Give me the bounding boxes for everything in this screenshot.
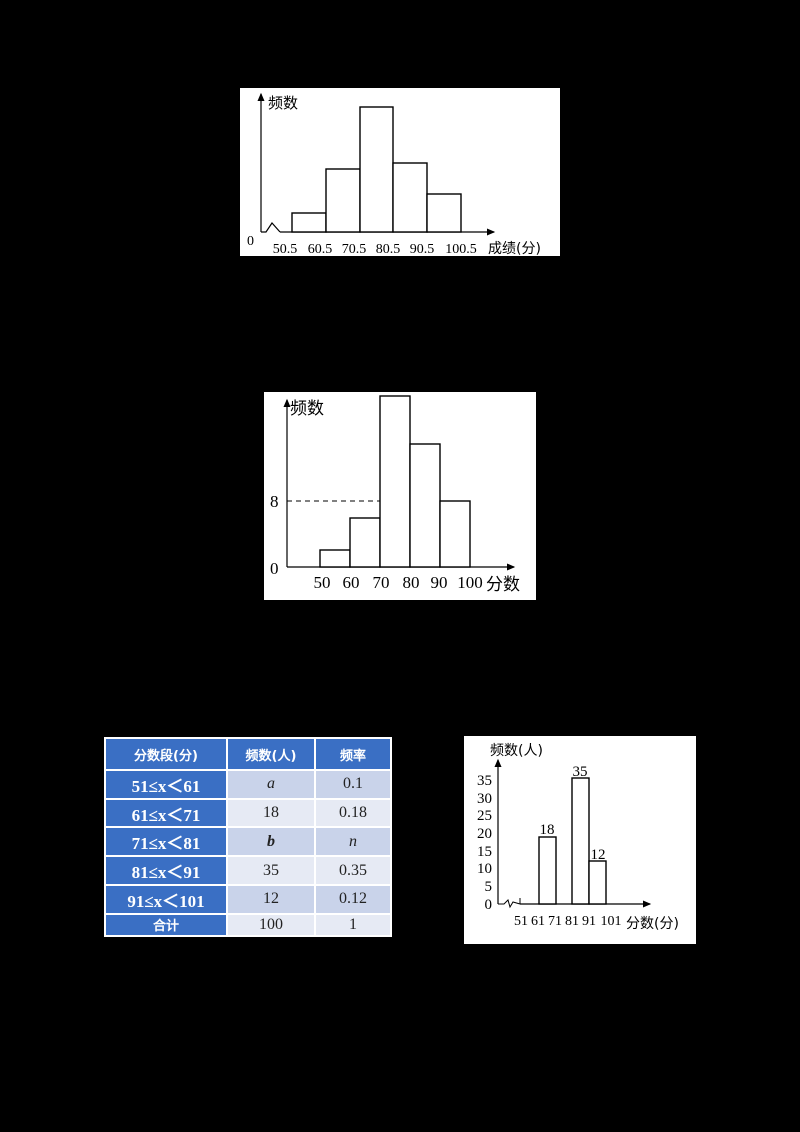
count-cell: a (226, 769, 316, 800)
range-cell: 51≤x＜61 (104, 769, 228, 800)
range-cell: 61≤x＜71 (104, 797, 228, 829)
bar-60.5-70.5 (325, 168, 361, 233)
y-tick: 5 (485, 879, 493, 895)
bar-61-71 (538, 836, 557, 905)
x-axis-label: 分数(分) (626, 916, 679, 932)
bar-80.5-90.5 (392, 162, 428, 233)
x-tick: 90 (431, 573, 448, 592)
bar-81-91 (571, 777, 590, 905)
range-cell: 71≤x＜81 (104, 826, 228, 858)
y-tick: 15 (477, 844, 492, 860)
x-axis-label: 分数 (486, 575, 520, 595)
bar-label: 18 (540, 822, 555, 838)
column-header: 分数段(分) (104, 737, 228, 771)
origin-label: 0 (270, 559, 279, 578)
bars (319, 395, 471, 568)
axis-break-icon (261, 222, 281, 233)
histogram-scores-50-5: 频数 0 50.5 60.5 70.5 80.5 90.5 100.5 成绩(分… (240, 88, 560, 257)
count-cell: 100 (226, 912, 316, 938)
bar-data-labels: 18 35 12 (540, 764, 606, 863)
x-tick: 81 (565, 914, 579, 929)
x-tick: 70 (373, 573, 390, 592)
y-tick: 30 (477, 791, 492, 807)
x-tick: 51 (514, 914, 528, 929)
freq-cell: 0.18 (314, 797, 392, 829)
histogram-4-svg: 0 5 10 15 20 25 30 35 18 35 12 51 61 71 … (477, 743, 679, 932)
x-tick: 61 (531, 914, 545, 929)
count-cell: 12 (226, 883, 316, 915)
freq-cell: 0.12 (314, 883, 392, 915)
y-tick: 20 (477, 826, 492, 842)
origin-label: 0 (247, 234, 254, 249)
column-header: 频数(人) (226, 737, 316, 771)
bar-80-90 (409, 443, 441, 568)
x-tick: 50 (314, 573, 331, 592)
bar-50-60 (319, 549, 351, 568)
x-tick: 91 (582, 914, 596, 929)
bar-50.5-60.5 (291, 212, 327, 233)
x-tick: 90.5 (410, 242, 435, 256)
bar-90-100 (439, 500, 471, 568)
freq-cell: 0.1 (314, 769, 392, 800)
x-tick: 100.5 (445, 242, 477, 256)
x-tick-labels: 51 61 71 81 91 101 (514, 914, 622, 929)
table-total-row: 合计 100 1 (104, 912, 392, 938)
count-cell: 35 (226, 855, 316, 886)
histogram-1-svg: 频数 0 50.5 60.5 70.5 80.5 90.5 100.5 成绩(分… (247, 92, 541, 257)
x-tick: 100 (457, 573, 483, 592)
y-axis-label: 频数(人) (490, 743, 543, 759)
axis-break-icon (498, 899, 521, 909)
table-row: 61≤x＜71 18 0.18 (104, 797, 392, 829)
y-tick: 0 (485, 897, 493, 913)
table-row: 81≤x＜91 35 0.35 (104, 855, 392, 886)
y-tick-8: 8 (270, 492, 279, 511)
count-cell: b (226, 826, 316, 858)
range-cell: 81≤x＜91 (104, 855, 228, 886)
bar-91-101 (588, 860, 607, 905)
x-tick: 80 (403, 573, 420, 592)
count-cell: 18 (226, 797, 316, 829)
x-tick: 60.5 (308, 242, 333, 256)
y-tick-labels: 0 5 10 15 20 25 30 35 (477, 773, 492, 913)
histogram-2-svg: 频数 8 0 50 60 70 80 90 100 分数 (270, 395, 520, 595)
x-tick-labels: 50 60 70 80 90 100 (314, 573, 483, 592)
x-tick: 71 (548, 914, 562, 929)
table-header-row: 分数段(分) 频数(人) 频率 (104, 737, 392, 771)
x-tick: 101 (601, 914, 622, 929)
x-tick: 80.5 (376, 242, 401, 256)
histogram-scores-50: 频数 8 0 50 60 70 80 90 100 分数 (264, 392, 536, 600)
range-cell: 91≤x＜101 (104, 883, 228, 915)
x-tick: 60 (343, 573, 360, 592)
x-tick: 50.5 (273, 242, 298, 256)
bars (291, 106, 462, 233)
table-row: 91≤x＜101 12 0.12 (104, 883, 392, 915)
freq-cell: 1 (314, 912, 392, 938)
y-axis-label: 频数 (268, 94, 298, 112)
x-tick: 70.5 (342, 242, 367, 256)
freq-cell: 0.35 (314, 855, 392, 886)
bar-70-80 (379, 395, 411, 568)
bar-label: 35 (573, 764, 588, 780)
y-tick: 10 (477, 861, 492, 877)
table-row: 71≤x＜81 b n (104, 826, 392, 858)
x-tick-labels: 50.5 60.5 70.5 80.5 90.5 100.5 (273, 242, 477, 257)
frequency-table: 分数段(分) 频数(人) 频率 51≤x＜61 a 0.1 61≤x＜71 18… (104, 737, 392, 938)
y-tick: 35 (477, 773, 492, 789)
bar-70.5-80.5 (359, 106, 394, 233)
total-label-cell: 合计 (104, 912, 228, 938)
column-header: 频率 (314, 737, 392, 771)
freq-cell: n (314, 826, 392, 858)
bars (538, 777, 607, 905)
histogram-incomplete: 0 5 10 15 20 25 30 35 18 35 12 51 61 71 … (464, 736, 696, 944)
bar-60-70 (349, 517, 381, 568)
table-row: 51≤x＜61 a 0.1 (104, 769, 392, 800)
x-axis-label: 成绩(分) (488, 241, 541, 256)
bar-label: 12 (591, 847, 606, 863)
y-axis-label: 频数 (290, 399, 324, 419)
bar-90.5-100.5 (426, 193, 462, 233)
y-tick: 25 (477, 808, 492, 824)
